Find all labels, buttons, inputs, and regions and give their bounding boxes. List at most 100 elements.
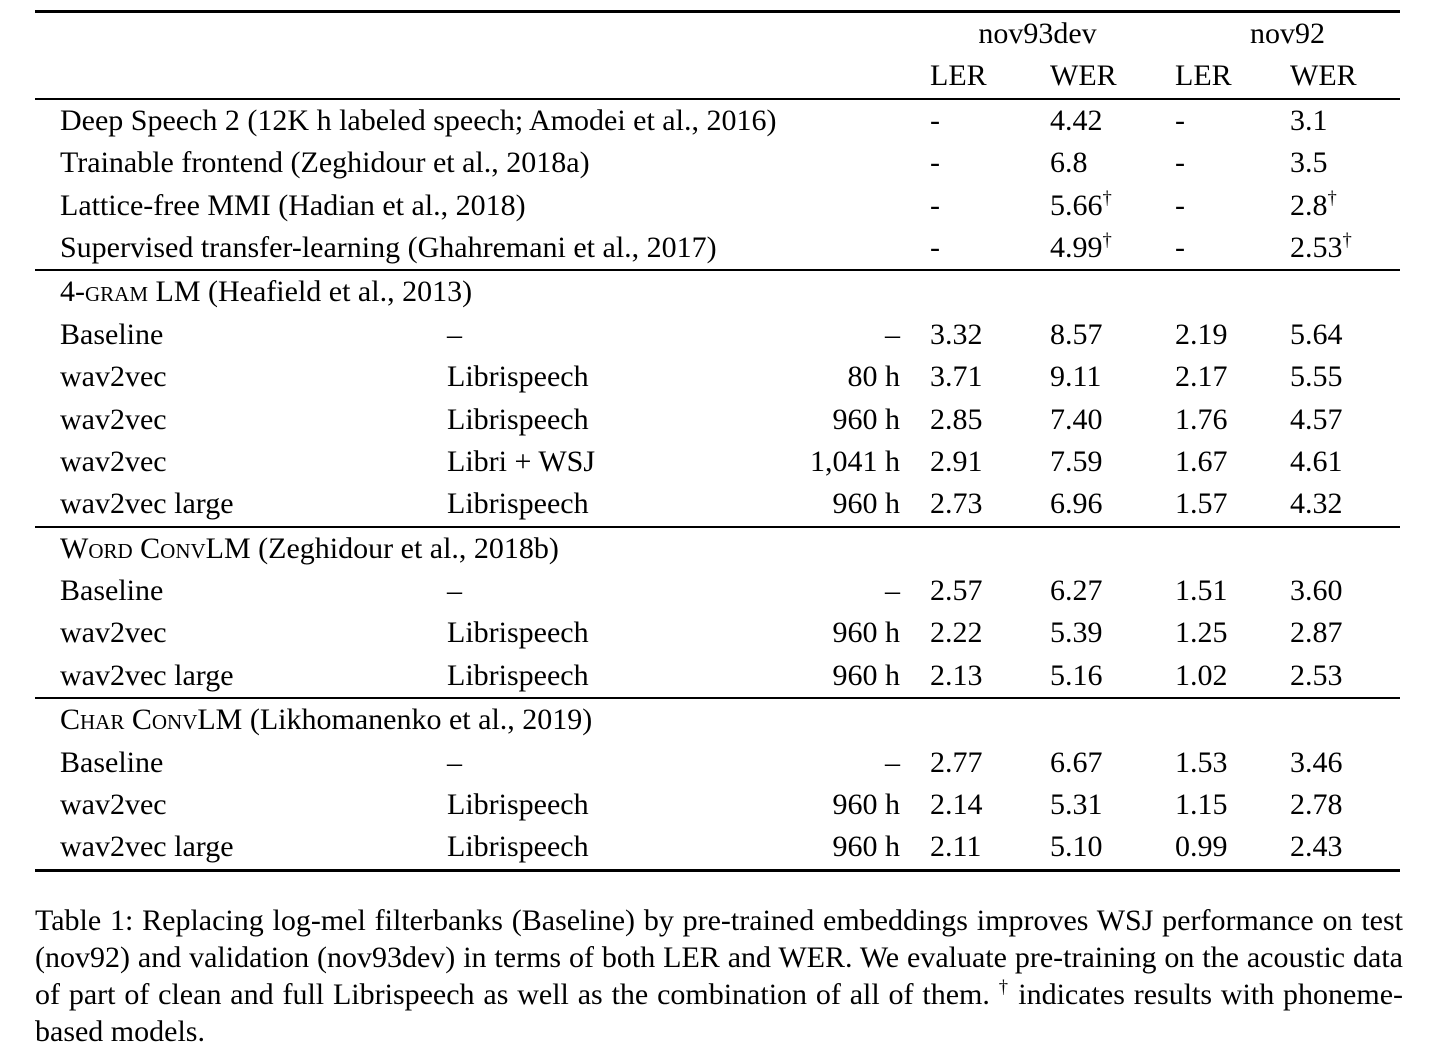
metric-value: 5.31 [1050,788,1103,822]
metric-cell: 4.61 [1290,441,1400,483]
metric-value: 1.25 [1175,616,1228,650]
metric-cell: 5.16 [1050,655,1175,698]
metric-cell: 6.96 [1050,483,1175,526]
model-cell: Lattice-free MMI (Hadian et al., 2018) [60,188,526,222]
pretrain-data-cell: Librispeech [447,360,589,394]
metric-value: 3.32 [930,317,983,351]
pretrain-data-cell: Librispeech [447,830,589,864]
metric-cell: 2.14 [900,784,1050,826]
empty-header-cell [35,55,900,98]
metric-cell: 2.53† [1290,227,1400,270]
metric-value: 2.17 [1175,360,1228,394]
section-title-cell: Char ConvLM (Likhomanenko et al., 2019) [35,698,1400,741]
pretrain-data-cell: Libri + WSJ [447,444,596,478]
table-row: wav2vec Librispeech 960 h 2.85 7.40 1.76 4.57 [35,399,1400,441]
metric-cell: 4.99† [1050,227,1175,270]
section-title-citation: (Heafield et al., 2013) [200,275,473,309]
metric-value: 2.53 [1290,658,1343,692]
metric-cell: 2.87 [1290,612,1400,654]
metric-value: 6.67 [1050,745,1103,779]
metric-cell: 2.57 [900,570,1050,612]
metric-value: 5.10 [1050,830,1103,864]
model-cell: wav2vec [60,444,167,478]
metric-cell: 1.67 [1175,441,1290,483]
table-head: nov93dev nov92 LER WER LER WER [35,12,1401,99]
metric-value: 2.22 [930,616,983,650]
header-wer-nov93dev: WER [1050,59,1117,93]
metric-cell: 5.55 [1290,356,1400,398]
metric-cell: 3.60 [1290,570,1400,612]
metric-value: 5.16 [1050,658,1103,692]
hours-cell: – [885,317,901,351]
table-row: Deep Speech 2 (12K h labeled speech; Amo… [35,99,1400,142]
metric-value: 2.87 [1290,616,1343,650]
metric-value: 3.5 [1290,146,1328,180]
hours-cell: – [885,574,901,608]
metric-cell: - [1175,99,1290,142]
metric-cell: 7.40 [1050,399,1175,441]
metric-value: 3.60 [1290,574,1343,608]
model-cell: wav2vec large [60,830,234,864]
caption-text-lead: Table 1: Replacing log-mel filterbanks (… [35,903,1403,1012]
hours-cell: 960 h [832,487,901,521]
hours-cell: 960 h [832,616,901,650]
metric-value: 1.76 [1175,402,1228,436]
column-group-nov93dev: nov93dev [978,17,1097,50]
metric-value: 0.99 [1175,830,1228,864]
table-row: wav2vec large Librispeech 960 h 2.13 5.16 1.0… [35,655,1400,698]
table-row: wav2vec Librispeech 960 h 2.14 5.31 1.15 2.78 [35,784,1400,826]
metric-header-row: LER WER LER WER [35,55,1400,98]
metric-cell: 2.85 [900,399,1050,441]
metric-cell: 2.13 [900,655,1050,698]
table-row: Baseline – –3.32 8.57 2.19 5.64 [35,314,1400,356]
model-cell: Baseline [60,317,164,351]
metric-cell: 6.67 [1050,742,1175,784]
group-header-row: nov93dev nov92 [35,12,1400,56]
metric-cell: - [900,227,1050,270]
model-cell: wav2vec [60,788,167,822]
hours-cell: 80 h [847,360,901,394]
column-group-nov92: nov92 [1250,17,1326,50]
table-row: wav2vec large Librispeech 960 h 2.11 5.10 0.9… [35,826,1400,870]
metric-value: 6.8 [1050,146,1088,180]
table-section: Deep Speech 2 (12K h labeled speech; Amo… [35,98,1401,271]
hours-cell: 960 h [832,402,901,436]
metric-value: 1.02 [1175,658,1228,692]
metric-value: 7.40 [1050,402,1103,436]
table-caption: Table 1: Replacing log-mel filterbanks (… [35,902,1403,1051]
metric-value: 1.53 [1175,745,1228,779]
metric-value: 3.1 [1290,103,1328,137]
metric-cell: 2.53 [1290,655,1400,698]
metric-cell: 5.39 [1050,612,1175,654]
metric-cell: 8.57 [1050,314,1175,356]
metric-cell: 1.51 [1175,570,1290,612]
header-ler-nov93dev: LER [930,59,987,93]
metric-value: 1.15 [1175,788,1228,822]
metric-value: - [1175,146,1186,180]
metric-cell: 4.32 [1290,483,1400,526]
metric-cell: 3.32 [900,314,1050,356]
pretrain-data-cell: – [447,574,462,608]
table-section: Char ConvLM (Likhomanenko et al., 2019) B… [35,698,1401,870]
model-cell: Baseline [60,574,164,608]
dagger-symbol: † [1342,229,1352,251]
model-cell: Trainable frontend (Zeghidour et al., 20… [60,146,590,180]
metric-value: 6.96 [1050,487,1103,521]
table-section: 4-gram LM (Heafield et al., 2013) Baselin… [35,270,1401,526]
metric-cell: 0.99 [1175,826,1290,870]
model-cell: wav2vec [60,402,167,436]
header-ler-nov92: LER [1175,59,1232,93]
table-row: Supervised transfer-learning (Ghahremani… [35,227,1400,270]
metric-cell: 1.02 [1175,655,1290,698]
metric-cell: 5.31 [1050,784,1175,826]
metric-cell: 5.10 [1050,826,1175,870]
pretrain-data-cell: – [447,745,462,779]
hours-cell: – [885,745,901,779]
metric-cell: - [900,99,1050,142]
metric-cell: 5.64 [1290,314,1400,356]
metric-value: 5.64 [1290,317,1343,351]
pretrain-data-cell: Librispeech [447,487,589,521]
model-cell: Deep Speech 2 (12K h labeled speech; Amo… [60,103,777,137]
section-title-name: Word ConvLM [60,531,251,565]
metric-cell: 1.15 [1175,784,1290,826]
